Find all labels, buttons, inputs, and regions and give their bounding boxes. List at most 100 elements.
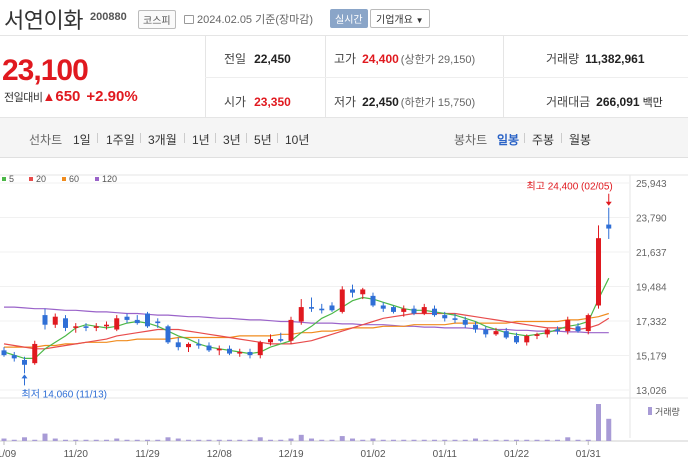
volume-bar [391, 439, 396, 441]
volume-bar [134, 439, 140, 441]
tab-separator [215, 133, 216, 143]
volume-bar [493, 439, 499, 441]
volume: 거래량 11,382,961 [546, 50, 645, 67]
candle-body [216, 348, 222, 351]
divider [205, 77, 688, 78]
candle-body [237, 351, 243, 354]
tab-1d[interactable]: 1일 [73, 133, 91, 147]
volume-bar [288, 438, 294, 441]
x-tick-label: 12/08 [207, 449, 232, 460]
candle-body [452, 318, 458, 320]
volume-bar [206, 439, 212, 441]
candle-body [596, 238, 601, 306]
volume-bar [565, 437, 571, 441]
volume-bar [257, 437, 263, 441]
x-tick-label: 01/02 [360, 449, 385, 460]
candle-body [206, 345, 212, 351]
tab-separator [140, 133, 141, 143]
trade-value-label: 거래대금 [546, 95, 591, 109]
volume-bar [93, 439, 99, 441]
legend-label: 20 [36, 174, 46, 184]
volume-bar [186, 439, 191, 441]
x-tick-label: 01/11 [433, 449, 458, 460]
candle-body [575, 326, 581, 332]
chart-period-tabs: 선차트 1일 1주일 3개월 1년 3년 5년 10년 봉차트 일봉 주봉 월봉 [0, 118, 688, 158]
candle-body [401, 308, 407, 312]
x-tick-label: 11/09 [0, 449, 17, 460]
low-annotation: 최저 14,060 (11/13) [22, 388, 108, 400]
company-info-button[interactable]: 기업개요 ▼ [370, 9, 430, 28]
tab-10y[interactable]: 10년 [285, 133, 310, 147]
volume-bar [196, 439, 202, 441]
open-label: 시가 [224, 95, 247, 109]
candle-body [63, 318, 68, 328]
tab-1w[interactable]: 1주일 [106, 133, 135, 147]
ma5-line [3, 277, 610, 359]
volume-bar [452, 439, 458, 441]
legend-swatch [2, 177, 6, 181]
volume-bar [165, 437, 171, 441]
y-tick-label: 13,026 [636, 386, 667, 397]
ma120-line [4, 306, 609, 334]
volume-bar [421, 439, 427, 441]
candle-body [52, 316, 58, 325]
candle-body [339, 289, 345, 312]
candle-body [145, 313, 150, 327]
volume-bar [596, 404, 601, 441]
volume-bar [11, 439, 17, 441]
candle-body [391, 307, 396, 312]
tab-daily[interactable]: 일봉 [497, 133, 520, 147]
candle-body [514, 335, 519, 343]
as-of-date-text: 2024.02.05 기준(장마감) [197, 14, 314, 26]
tab-separator [184, 133, 185, 143]
tab-weekly[interactable]: 주봉 [532, 133, 555, 147]
volume-bar [155, 439, 161, 441]
candle-body [555, 329, 560, 332]
company-info-label: 기업개요 [376, 15, 413, 26]
stock-name: 서연이화 [4, 8, 83, 33]
volume-bar [585, 439, 591, 441]
tab-3y[interactable]: 3년 [223, 133, 241, 147]
change-percent: +2.90% [86, 88, 138, 105]
candle-body [114, 318, 120, 330]
volume-bar [1, 438, 7, 441]
candle-body [585, 315, 591, 332]
x-tick-label: 11/29 [135, 449, 160, 460]
candle-body [155, 321, 161, 324]
volume-bar [524, 439, 530, 441]
candle-body [165, 326, 171, 343]
candle-body [175, 342, 181, 348]
tab-5y[interactable]: 5년 [254, 133, 272, 147]
realtime-button[interactable]: 실시간 [330, 9, 368, 28]
candle-body [473, 324, 478, 330]
low-price: 저가 22,450 (하한가 15,750) [334, 93, 475, 110]
volume-bar [298, 434, 304, 441]
candle-body [186, 343, 191, 348]
candle-body [42, 315, 48, 325]
tab-monthly[interactable]: 월봉 [569, 133, 592, 147]
volume-bar [73, 439, 79, 441]
candle-body [124, 316, 130, 320]
volume-bar [32, 439, 38, 441]
x-tick-label: 11/20 [64, 449, 89, 460]
volume-bar [575, 439, 581, 441]
high-price: 고가 24,400 (상한가 29,150) [334, 50, 475, 67]
candlestick-chart-svg: 25,943 23,790 21,637 19,484 17,332 15,179 13,0… [0, 174, 688, 460]
tab-3m[interactable]: 3개월 [148, 133, 177, 147]
price-chart[interactable]: 25,943 23,790 21,637 19,484 17,332 15,179 13,0… [0, 158, 688, 461]
open-price: 시가 23,350 [224, 93, 291, 110]
candle-body [565, 319, 571, 332]
tab-1y[interactable]: 1년 [192, 133, 210, 147]
volume-bar [114, 438, 120, 441]
volume-bar [360, 439, 366, 441]
current-price: 23,100 [2, 54, 89, 87]
volume-bar [350, 438, 355, 441]
volume-bar [319, 439, 325, 441]
candle-body [462, 319, 468, 325]
candle-body [524, 335, 530, 343]
market-badge: 코스피 [138, 10, 176, 29]
volume-bar [247, 439, 253, 441]
x-tick-label: 01/31 [576, 449, 601, 460]
candle-body [22, 359, 27, 365]
line-chart-label: 선차트 [29, 133, 63, 147]
